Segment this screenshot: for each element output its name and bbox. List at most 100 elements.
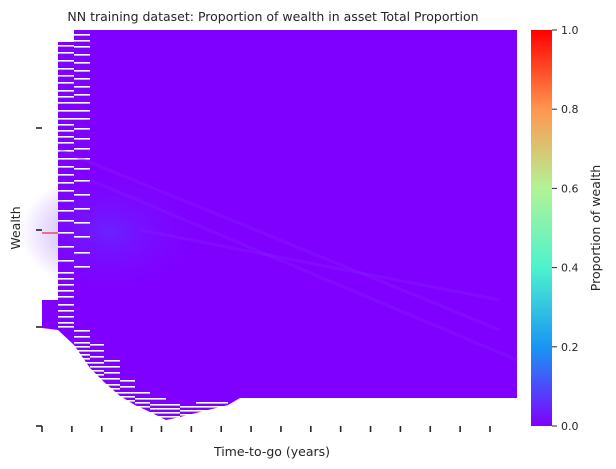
colorbar-gradient — [531, 30, 552, 426]
heatmap-row-gap — [74, 336, 90, 338]
colorbar-tick-label: 1.0 — [561, 24, 579, 37]
heatmap-row-gap — [166, 408, 180, 410]
heatmap-row-gap — [74, 148, 90, 150]
heatmap-row-gap — [58, 296, 74, 298]
heatmap-row-gap — [74, 194, 90, 196]
heatmap-row-gap — [150, 408, 166, 410]
heatmap-row-gap — [120, 386, 135, 388]
heatmap-row-gap — [58, 260, 74, 262]
heatmap-row-gap — [74, 46, 90, 48]
y-axis-label: Wealth — [8, 206, 23, 249]
heatmap-row-gap — [196, 402, 212, 404]
heatmap-row-gap — [120, 400, 135, 402]
heatmap-row-gap — [120, 396, 135, 398]
heatmap-row-gap — [74, 180, 90, 182]
heatmap-row-gap — [104, 388, 120, 390]
heatmap-row-gap — [180, 410, 196, 412]
heatmap-row-gap — [74, 358, 90, 360]
heatmap-row-gap — [90, 382, 104, 384]
heatmap-row-gap — [74, 78, 90, 80]
heatmap-row-gap — [74, 168, 90, 170]
heatmap-row-gap — [74, 128, 90, 130]
heatmap-row-gap — [58, 316, 74, 318]
heatmap-row-gap — [135, 398, 150, 400]
heatmap-row-gap — [196, 406, 212, 408]
heatmap-row-gap — [74, 350, 90, 352]
heatmap-row-gap — [58, 142, 74, 144]
heatmap-row-gap — [74, 346, 90, 348]
heatmap-row-gap — [74, 138, 90, 140]
heatmap-row-gap — [212, 402, 228, 404]
heatmap-row-gap — [74, 266, 90, 268]
heatmap-row-gap — [74, 222, 90, 224]
heatmap-row-gap — [74, 362, 90, 364]
heatmap-row-gap — [180, 406, 196, 408]
heatmap-row-gap — [58, 118, 74, 120]
heatmap-plot-area — [20, 30, 518, 426]
heatmap-row-gap — [58, 326, 74, 328]
heatmap-diagonal-band — [59, 148, 501, 332]
colorbar-label: Proportion of wealth — [588, 165, 603, 291]
heatmap-row-gap — [74, 330, 90, 332]
heatmap-row-gap — [58, 45, 74, 47]
heatmap-row-gap — [74, 110, 90, 112]
heatmap-row-gap — [58, 158, 74, 160]
heatmap-row-gap — [104, 372, 120, 374]
heatmap-row-gap — [58, 102, 74, 104]
x-axis-ticks — [41, 426, 491, 432]
heatmap-row-gap — [74, 94, 90, 96]
heatmap-row-gap — [58, 290, 74, 292]
colorbar: 0.0 0.2 0.4 0.6 0.8 1.0 Proportion of wealth — [531, 24, 603, 433]
colorbar-tick-label: 0.8 — [561, 103, 579, 116]
heatmap-row-gap — [90, 356, 104, 358]
heatmap-row-gap — [58, 310, 74, 312]
heatmap-row-gap — [58, 232, 74, 234]
heatmap-row-gap — [104, 392, 120, 394]
heatmap-row-gap — [58, 90, 74, 92]
heatmap-row-gap — [166, 412, 180, 414]
heatmap-row-gap — [135, 392, 150, 394]
heatmap-row-gap — [90, 344, 104, 346]
heatmap-row-gap — [166, 416, 180, 418]
heatmap-row-gap — [74, 102, 90, 104]
heatmap-row-gap — [150, 404, 166, 406]
heatmap-row-gap — [58, 246, 74, 248]
heatmap-row-gap — [120, 392, 135, 394]
chart-title: NN training dataset: Proportion of wealt… — [67, 9, 478, 24]
heatmap-row-gap — [104, 360, 120, 362]
heatmap-row-gap — [58, 322, 74, 324]
heatmap-row-gap — [58, 124, 74, 126]
heatmap-row-gap — [58, 182, 74, 184]
heatmap-row-gap — [74, 158, 90, 160]
heatmap-row-gaps — [58, 34, 518, 418]
heatmap-row-gap — [212, 406, 228, 408]
heatmap-row-gap — [58, 136, 74, 138]
heatmap-row-gap — [135, 402, 150, 404]
heatmap-row-gap — [196, 410, 212, 412]
heatmap-row-gap — [58, 272, 74, 274]
heatmap-row-gap — [166, 404, 180, 406]
heatmap-row-gap — [58, 75, 74, 77]
heatmap-row-gap — [74, 342, 90, 344]
heatmap-row-gap — [58, 200, 74, 202]
heatmap-row-gap — [90, 362, 104, 364]
heatmap-row-gap — [74, 86, 90, 88]
y-axis-ticks — [36, 127, 42, 427]
heatmap-row-gap — [120, 380, 135, 382]
heatmap-row-gap — [90, 350, 104, 352]
heatmap-diagonal-band — [139, 228, 501, 302]
heatmap-row-gap — [58, 68, 74, 70]
colorbar-tick-label: 0.4 — [561, 262, 579, 275]
heatmap-row-gap — [58, 210, 74, 212]
heatmap-row-gap — [58, 220, 74, 222]
heatmap-blue-haze — [20, 172, 200, 292]
heatmap-row-gap — [150, 398, 166, 400]
heatmap-row-gap — [90, 378, 104, 380]
heatmap-diagonal-band — [89, 178, 518, 362]
heatmap-row-gap — [58, 284, 74, 286]
heatmap-row-gap — [74, 40, 90, 42]
heatmap-row-gap — [90, 374, 104, 376]
heatmap-row-gap — [58, 304, 74, 306]
heatmap-row-gap — [58, 174, 74, 176]
